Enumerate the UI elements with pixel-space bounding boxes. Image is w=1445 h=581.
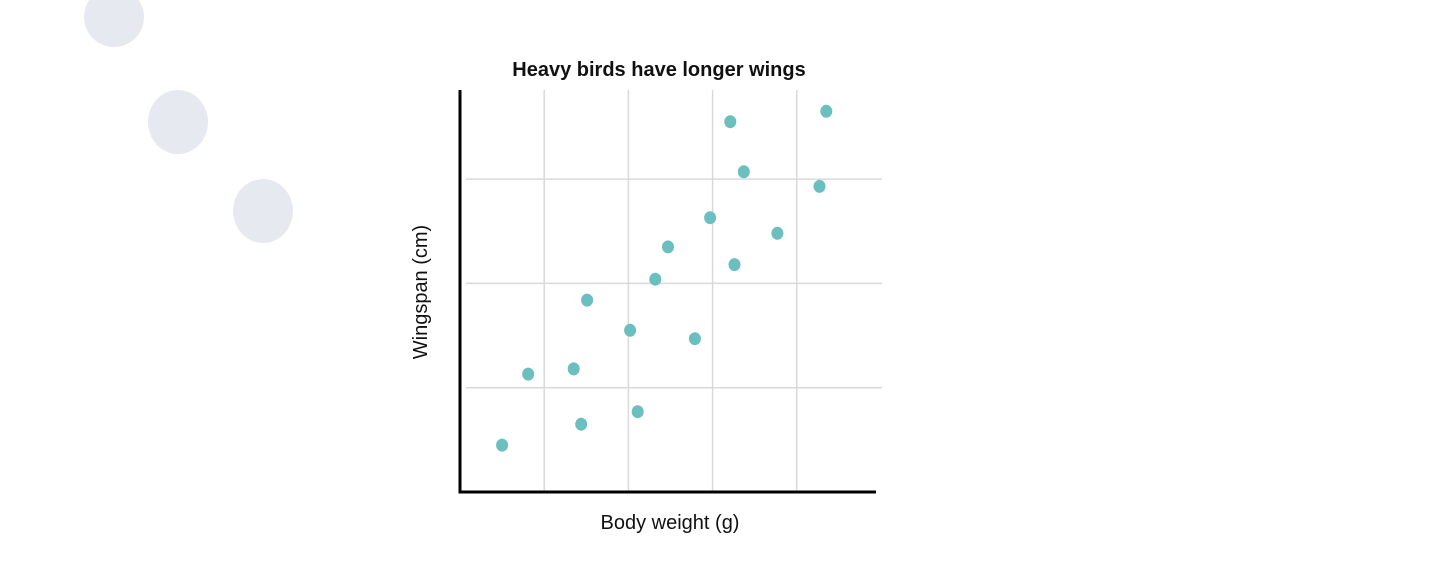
x-axis-label: Body weight (g)	[601, 512, 740, 534]
data-point	[631, 405, 644, 419]
data-point	[581, 293, 594, 307]
data-point	[688, 332, 701, 346]
chart-title: Heavy birds have longer wings	[512, 59, 805, 81]
decorative-circle	[84, 0, 144, 47]
data-point	[820, 104, 833, 118]
y-axis-label: Wingspan (cm)	[410, 225, 432, 359]
data-point	[575, 417, 588, 431]
decorative-circle	[148, 90, 208, 154]
data-point	[737, 165, 750, 179]
data-points	[496, 104, 833, 452]
data-point	[624, 323, 637, 337]
data-point	[728, 258, 741, 272]
data-point	[567, 362, 580, 376]
data-point	[662, 240, 674, 254]
data-point	[496, 438, 509, 452]
grid-lines	[466, 90, 882, 492]
decorative-circle	[233, 179, 293, 243]
axes	[458, 90, 876, 494]
data-point	[522, 367, 535, 381]
data-point	[813, 179, 826, 193]
data-point	[724, 115, 737, 129]
data-point	[704, 211, 717, 225]
data-point	[771, 226, 784, 240]
data-point	[649, 272, 662, 286]
